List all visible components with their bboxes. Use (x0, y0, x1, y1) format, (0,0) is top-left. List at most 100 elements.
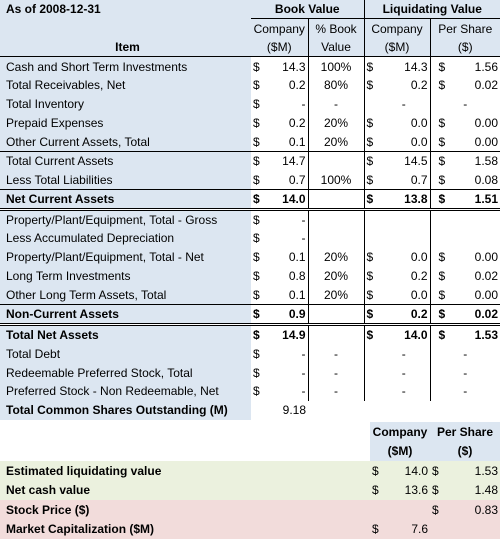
currency-symbol: $ (253, 231, 260, 246)
bv-company-header: Company (251, 18, 308, 38)
summary-company-value: 13.6 (392, 480, 430, 500)
summary-row: Net cash value $13.6 $1.48 (0, 480, 500, 500)
table-row: Other Long Term Assets, Total $0.1 20% $0.0… (0, 285, 500, 306)
summary-label: Market Capitalization ($M) (0, 519, 370, 539)
currency-symbol: $ (438, 191, 446, 206)
liquidating-value-cell: 13.8 (378, 188, 430, 211)
per-share-value: 0.00 (474, 250, 499, 265)
pct-book-cell (307, 209, 364, 229)
summary-unit-header: ($M) (370, 441, 430, 461)
book-value-cell: - (301, 346, 306, 361)
summary-company-header: Company (370, 422, 430, 442)
book-value-cell: 14.3 (282, 59, 306, 74)
summary-row: Estimated liquidating value $14.0 $1.53 (0, 461, 500, 481)
as-of-date: As of 2008-12-31 (0, 0, 251, 19)
per-share-cell: $0.02 (429, 304, 500, 327)
table-row: Non-Current Assets $0.9 $0.2 $0.02 (0, 304, 500, 327)
summary-row: Stock Price ($) $0.83 (0, 500, 500, 520)
per-share-value: 0.02 (474, 78, 499, 93)
table-row: Net Current Assets $14.0 $13.8 $1.51 (0, 188, 500, 211)
currency-symbol: $ (251, 151, 273, 171)
summary-company-value: 7.6 (392, 519, 430, 539)
currency-symbol: $ (251, 285, 273, 306)
currency-symbol: $ (251, 304, 273, 327)
liquidating-value-cell: - (401, 97, 406, 112)
currency-symbol: $ (438, 328, 446, 343)
pct-book-cell (307, 151, 364, 171)
currency-symbol: $ (363, 170, 378, 190)
row-label: Other Current Assets, Total (0, 132, 251, 152)
currency-symbol (363, 94, 378, 114)
row-label: Total Current Assets (0, 151, 251, 171)
summary-header-2: ($M) ($) (0, 441, 500, 461)
summary-per-share-value: 0.83 (444, 500, 500, 520)
per-share-value: 1.53 (474, 328, 499, 343)
book-value-cell: 0.2 (288, 116, 306, 131)
book-value-cell: 0.1 (273, 132, 308, 152)
currency-symbol: $ (251, 188, 273, 211)
currency-symbol: $ (363, 75, 378, 95)
row-label: Non-Current Assets (0, 304, 251, 327)
per-share-cell: $0.02 (429, 75, 500, 95)
table-row: Property/Plant/Equipment, Total - Gross $… (0, 209, 500, 229)
currency-symbol: $ (253, 346, 260, 361)
per-share-cell: $1.56 (429, 56, 500, 76)
header-row-1: As of 2008-12-31 Book Value Liquidating … (0, 0, 500, 19)
row-label: Preferred Stock - Non Redeemable, Net (0, 382, 251, 401)
currency-symbol: $ (430, 461, 444, 481)
currency-symbol: $ (438, 307, 446, 322)
pct-book-cell (307, 324, 364, 345)
liquidating-value-cell: 0.2 (410, 78, 428, 93)
liquidating-value-cell (378, 229, 430, 248)
currency-symbol: $ (253, 97, 260, 112)
currency-symbol: $ (363, 151, 378, 171)
pct-book-cell (307, 228, 364, 248)
currency-symbol: $ (438, 250, 446, 265)
row-label: Other Long Term Assets, Total (0, 285, 251, 305)
per-share-value: 0.02 (474, 269, 499, 284)
per-share-cell: - (429, 94, 500, 114)
currency-symbol: $ (363, 113, 378, 133)
row-label: Long Term Investments (0, 266, 251, 286)
book-value-cell: 14.0 (273, 188, 308, 211)
header-row-2: Company % Book Company Per Share (0, 18, 500, 38)
book-value-cell: 0.2 (288, 78, 306, 93)
per-share-value: 0.08 (474, 172, 499, 187)
currency-symbol: $ (438, 154, 446, 169)
per-share-cell: $0.08 (429, 170, 500, 190)
row-label: Property/Plant/Equipment, Total - Net (0, 247, 251, 267)
pct-book-cell: 20% (307, 132, 364, 152)
book-value-cell: 0.1 (273, 285, 308, 306)
summary-company-value (392, 500, 430, 520)
pct-book-cell: 20% (307, 285, 364, 306)
currency-symbol: $ (363, 188, 378, 211)
liquidating-value-cell: 0.2 (410, 269, 428, 284)
book-value-cell: 0.8 (288, 269, 306, 284)
pct-book-cell: - (307, 382, 364, 401)
pct-book-cell: - (307, 363, 364, 382)
liquidating-value-cell: - (401, 365, 406, 380)
pct-book-cell: - (307, 94, 364, 114)
summary-ps-unit-header: ($) (430, 441, 500, 461)
currency-symbol: $ (253, 365, 260, 380)
liquidating-value-cell: 14.3 (404, 59, 428, 74)
currency-symbol: $ (253, 384, 260, 399)
currency-symbol: $ (363, 247, 378, 267)
shares-outstanding-label: Total Common Shares Outstanding (M) (0, 400, 251, 420)
currency-symbol: $ (363, 324, 378, 345)
currency-symbol: $ (253, 212, 260, 227)
liquidating-value-cell: 14.0 (378, 324, 430, 345)
liquidating-value-cell: 0.0 (378, 285, 430, 306)
currency-symbol: $ (370, 461, 392, 481)
per-share-cell: $0.00 (429, 113, 500, 133)
per-share-value: 0.02 (474, 307, 499, 322)
shares-outstanding-value: 9.18 (282, 403, 306, 418)
currency-symbol: $ (430, 500, 444, 520)
liquidating-value-cell: - (401, 346, 406, 361)
currency-symbol: $ (253, 116, 260, 131)
currency-symbol (363, 363, 378, 382)
row-label: Prepaid Expenses (0, 113, 251, 133)
per-share-cell: - (429, 382, 500, 401)
currency-symbol: $ (253, 269, 260, 284)
table-row: Cash and Short Term Investments $14.3 100%… (0, 56, 500, 76)
